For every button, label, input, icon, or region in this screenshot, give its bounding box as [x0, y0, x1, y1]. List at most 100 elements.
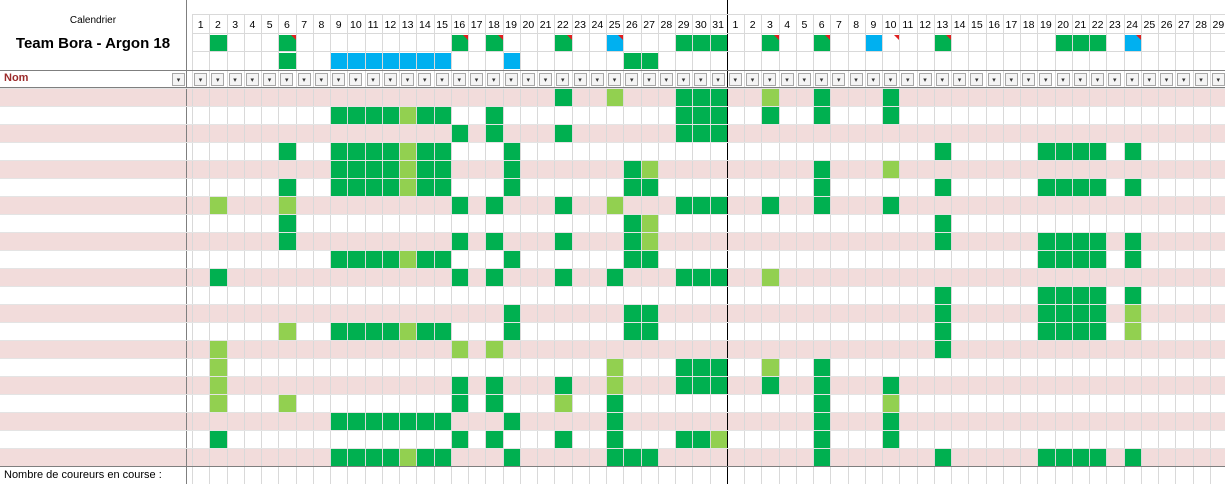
grid-line — [589, 14, 590, 484]
grid-line — [261, 14, 262, 484]
race-day-cell — [641, 179, 658, 196]
filter-dropdown-icon[interactable]: ▾ — [763, 73, 777, 86]
filter-dropdown-icon[interactable]: ▾ — [901, 73, 915, 86]
race-day-cell — [555, 377, 572, 394]
filter-dropdown-icon[interactable]: ▾ — [1073, 73, 1087, 86]
grid-line — [0, 124, 1225, 125]
filter-dropdown-icon[interactable]: ▾ — [1004, 73, 1018, 86]
filter-dropdown-icon[interactable]: ▾ — [608, 73, 621, 86]
grid-line — [0, 340, 1225, 341]
filter-dropdown-icon[interactable]: ▾ — [659, 73, 673, 86]
filter-dropdown-icon[interactable]: ▾ — [349, 73, 363, 86]
filter-dropdown-icon[interactable]: ▾ — [970, 73, 984, 86]
filter-dropdown-icon[interactable]: ▾ — [866, 73, 880, 86]
race-day-cell — [486, 395, 503, 412]
race-day-cell — [1090, 143, 1107, 160]
filter-dropdown-icon[interactable]: ▾ — [918, 73, 932, 86]
filter-dropdown-icon[interactable]: ▾ — [711, 73, 725, 86]
day-number: 7 — [301, 19, 308, 31]
race-day-cell — [555, 431, 572, 448]
filter-dropdown-icon[interactable]: ▾ — [987, 73, 1001, 86]
filter-dropdown-icon[interactable]: ▾ — [694, 73, 708, 86]
filter-dropdown-icon[interactable]: ▾ — [728, 73, 742, 86]
grid-line — [0, 232, 1225, 233]
race-day-cell — [331, 413, 348, 430]
filter-dropdown-icon[interactable]: ▾ — [297, 73, 311, 86]
reserve-day-cell — [607, 377, 624, 394]
race-day-cell — [762, 197, 779, 214]
race-day-cell — [1090, 287, 1107, 304]
filter-dropdown-icon[interactable]: ▾ — [1108, 73, 1122, 86]
filter-dropdown-icon[interactable]: ▾ — [332, 73, 345, 86]
race-day-cell — [1072, 305, 1089, 322]
filter-dropdown-icon[interactable]: ▾ — [401, 73, 414, 86]
filter-dropdown-icon[interactable]: ▾ — [263, 73, 276, 86]
grid-line — [0, 142, 1225, 143]
filter-dropdown-icon[interactable]: ▾ — [452, 73, 466, 86]
filter-dropdown-icon[interactable]: ▾ — [1160, 73, 1173, 86]
filter-dropdown-icon[interactable]: ▾ — [228, 73, 242, 86]
race-day-cell — [710, 359, 727, 376]
filter-dropdown-icon[interactable]: ▾ — [1177, 73, 1191, 86]
filter-dropdown-icon[interactable]: ▾ — [935, 73, 949, 86]
filter-dropdown-icon[interactable]: ▾ — [746, 73, 759, 86]
filter-dropdown-icon[interactable]: ▾ — [815, 73, 828, 86]
filter-dropdown-icon[interactable]: ▾ — [780, 73, 794, 86]
filter-dropdown-icon[interactable]: ▾ — [539, 73, 552, 86]
race-day-cell — [555, 89, 572, 106]
team-title: Team Bora - Argon 18 — [15, 35, 171, 52]
reserve-day-cell — [555, 395, 572, 412]
grid-line — [0, 178, 1225, 179]
filter-dropdown-icon[interactable]: ▾ — [1022, 73, 1035, 86]
filter-dropdown-icon[interactable]: ▾ — [418, 73, 432, 86]
grid-line — [1055, 14, 1056, 484]
filter-dropdown-icon[interactable]: ▾ — [1091, 73, 1104, 86]
day-number: 21 — [539, 19, 552, 31]
filter-dropdown-icon[interactable]: ▾ — [245, 73, 259, 86]
filter-dropdown-icon[interactable]: ▾ — [435, 73, 449, 86]
filter-dropdown-icon[interactable]: ▾ — [642, 73, 656, 86]
filter-dropdown-icon[interactable]: ▾ — [1125, 73, 1139, 86]
reserve-day-cell — [762, 269, 779, 286]
filter-dropdown-icon[interactable]: ▾ — [470, 73, 483, 86]
filter-dropdown-icon[interactable]: ▾ — [211, 73, 225, 86]
filter-dropdown-icon[interactable]: ▾ — [314, 73, 328, 86]
filter-dropdown-icon[interactable]: ▾ — [521, 73, 535, 86]
filter-dropdown-icon[interactable]: ▾ — [366, 73, 380, 86]
race-day-cell — [279, 215, 296, 232]
race-day-cell — [417, 179, 434, 196]
filter-dropdown-icon[interactable]: ▾ — [590, 73, 604, 86]
race-day-cell — [693, 431, 710, 448]
filter-dropdown-icon[interactable]: ▾ — [1056, 73, 1070, 86]
filter-dropdown-icon[interactable]: ▾ — [625, 73, 639, 86]
filter-dropdown-icon[interactable]: ▾ — [849, 73, 863, 86]
race-day-cell — [348, 251, 365, 268]
race-day-cell — [434, 449, 451, 466]
filter-dropdown-icon[interactable]: ▾ — [504, 73, 518, 86]
grid-line — [1106, 14, 1107, 484]
filter-dropdown-icon[interactable]: ▾ — [556, 73, 570, 86]
race-day-cell — [1072, 323, 1089, 340]
filter-dropdown-icon[interactable]: ▾ — [1211, 73, 1225, 86]
filter-dropdown-icon[interactable]: ▾ — [487, 73, 501, 86]
filter-dropdown-icon[interactable]: ▾ — [884, 73, 897, 86]
reserve-day-cell — [486, 341, 503, 358]
filter-dropdown-icon[interactable]: ▾ — [194, 73, 207, 86]
race-day-cell — [382, 107, 399, 124]
filter-dropdown-icon[interactable]: ▾ — [1039, 73, 1053, 86]
filter-dropdown-icon[interactable]: ▾ — [677, 73, 690, 86]
reserve-day-cell — [400, 323, 417, 340]
filter-dropdown-icon[interactable]: ▾ — [383, 73, 397, 86]
filter-dropdown-icon[interactable]: ▾ — [573, 73, 587, 86]
filter-dropdown-icon[interactable]: ▾ — [832, 73, 846, 86]
race-day-cell — [348, 143, 365, 160]
filter-dropdown-icon[interactable]: ▾ — [953, 73, 966, 86]
race-day-cell — [348, 107, 365, 124]
grid-line — [0, 250, 1225, 251]
filter-dropdown-icon[interactable]: ▾ — [280, 73, 294, 86]
sort-filter-icon[interactable]: ▾ — [172, 73, 185, 86]
race-day-cell — [503, 323, 520, 340]
filter-dropdown-icon[interactable]: ▾ — [797, 73, 811, 86]
filter-dropdown-icon[interactable]: ▾ — [1142, 73, 1156, 86]
filter-dropdown-icon[interactable]: ▾ — [1194, 73, 1208, 86]
